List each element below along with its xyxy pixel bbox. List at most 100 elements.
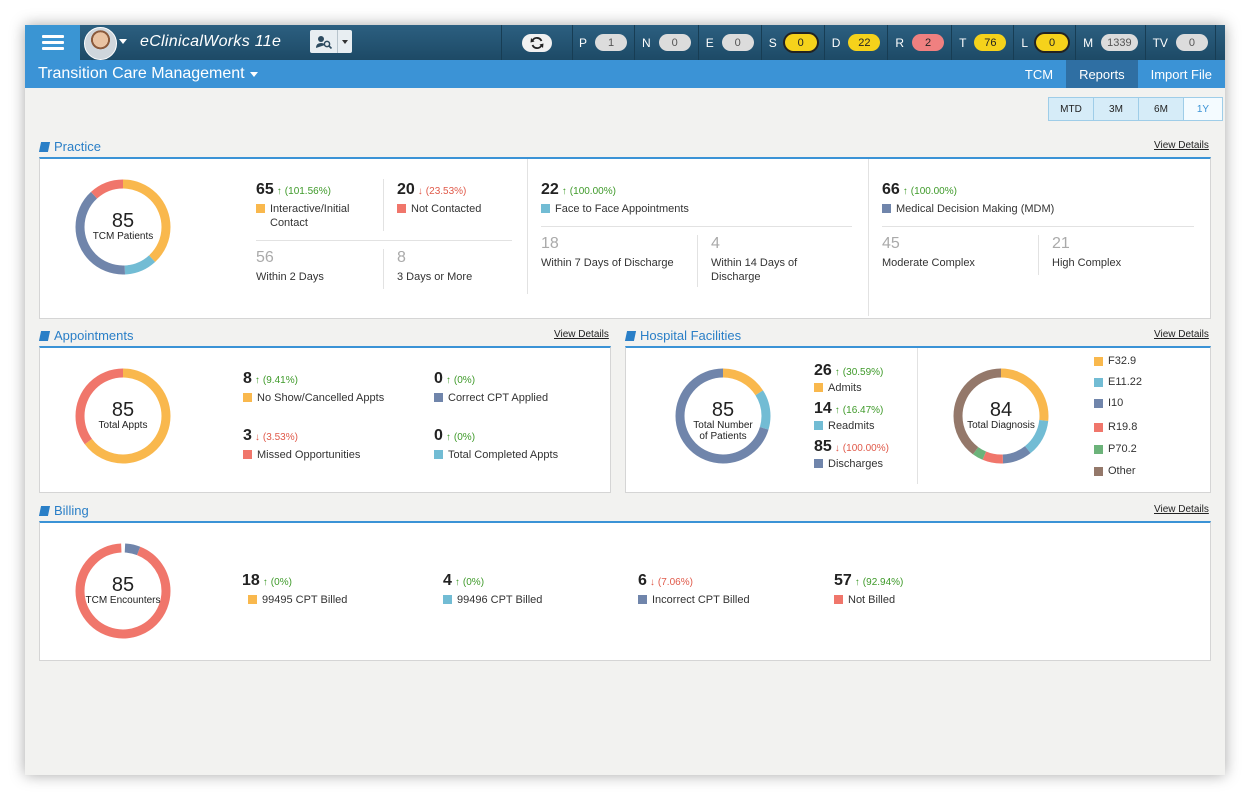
module-selector[interactable]: Transition Care Management <box>38 65 258 83</box>
up-arrow-icon: ↑ <box>454 577 460 588</box>
hamburger-icon <box>41 35 64 50</box>
counter-t[interactable]: T 76 <box>952 25 1015 60</box>
billed-99496-stat: 4 ↑ (0%) 99496 CPT Billed <box>443 572 543 606</box>
counter-badge[interactable]: 0 <box>784 34 817 51</box>
patient-lookup-button[interactable] <box>310 30 352 53</box>
range-3m-button[interactable]: 3M <box>1094 98 1139 120</box>
appointments-view-details-link[interactable]: View Details <box>554 329 609 340</box>
counter-badge[interactable]: 0 <box>658 34 691 51</box>
counter-badge[interactable]: 22 <box>848 34 881 51</box>
up-arrow-icon: ↑ <box>445 375 451 386</box>
user-avatar[interactable] <box>84 27 117 60</box>
tcm-encounters-label: TCM Encounters <box>85 595 161 606</box>
counter-badge[interactable]: 0 <box>1036 34 1069 51</box>
not-contacted-stat: 20 ↓ (23.53%) Not Contacted <box>397 181 482 215</box>
billing-view-details-link[interactable]: View Details <box>1154 504 1209 515</box>
tab-reports[interactable]: Reports <box>1066 60 1138 88</box>
counter-badge[interactable]: 0 <box>1175 34 1208 51</box>
main-menu-button[interactable] <box>25 25 80 60</box>
down-arrow-icon: ↓ <box>417 186 423 197</box>
not-billed-stat: 57 ↑ (92.94%) Not Billed <box>834 572 904 606</box>
tab-tcm[interactable]: TCM <box>1024 66 1054 82</box>
legend-other: Other <box>1094 465 1136 477</box>
face-to-face-stat: 22 ↑ (100.00%) Face to Face Appointments <box>541 181 689 215</box>
total-patients-value: 85 <box>711 399 735 421</box>
appointments-panel: 85 Total Appts 8 ↑ (9.41%) No Show/Cancell… <box>39 346 611 493</box>
incorrect-cpt-stat: 6 ↓ (7.06%) Incorrect CPT Billed <box>638 572 750 606</box>
counter-m[interactable]: M 1339 <box>1076 25 1146 60</box>
total-diagnosis-donut <box>953 368 1049 464</box>
practice-section-title: Practice <box>38 139 101 154</box>
total-patients-donut <box>675 368 771 464</box>
within-7-days-stat: 18 Within 7 Days of Discharge <box>541 235 674 269</box>
counter-label: L <box>1021 35 1029 50</box>
up-arrow-icon: ↑ <box>276 186 282 197</box>
counter-badge[interactable]: 76 <box>974 34 1007 51</box>
up-arrow-icon: ↑ <box>561 186 567 197</box>
counter-label: M <box>1083 35 1094 50</box>
billing-panel: 85 TCM Encounters 18 ↑ (0%) 99495 CPT Bill… <box>39 521 1211 661</box>
counter-label: E <box>705 35 714 50</box>
counter-badge[interactable]: 0 <box>721 34 754 51</box>
donut-segment-r19-8 <box>953 368 1049 464</box>
up-arrow-icon: ↑ <box>834 405 840 416</box>
refresh-button[interactable] <box>522 33 552 52</box>
practice-title: Practice <box>54 139 101 154</box>
patient-search-icon[interactable] <box>310 30 337 53</box>
tab-import-file[interactable]: Import File <box>1150 66 1212 82</box>
module-title: Transition Care Management <box>38 65 245 82</box>
hospital-title: Hospital Facilities <box>640 328 742 343</box>
no-show-stat: 8 ↑ (9.41%) No Show/Cancelled Appts <box>243 370 385 404</box>
range-mtd-button[interactable]: MTD <box>1049 98 1094 120</box>
section-icon <box>38 141 51 152</box>
up-arrow-icon: ↑ <box>902 186 908 197</box>
up-arrow-icon: ↑ <box>262 577 268 588</box>
readmits-stat: 14 ↑ (16.47%) Readmits <box>814 400 884 432</box>
legend-r19-8: R19.8 <box>1094 421 1137 433</box>
total-appts-label: Total Appts <box>98 420 148 431</box>
chevron-down-icon[interactable] <box>337 30 352 53</box>
up-arrow-icon: ↑ <box>834 367 840 378</box>
app-window: eClinicalWorks 11e P 1 N 0 E 0 S 0 D 22 R 2 T 76 L 0 M 13… <box>25 25 1225 775</box>
range-1y-button[interactable]: 1Y <box>1184 98 1222 120</box>
donut-segment-readmits <box>675 368 771 464</box>
donut-segment-not-contacted <box>75 179 171 275</box>
within-2-days-stat: 56 Within 2 Days <box>256 249 324 283</box>
counter-label: N <box>642 35 651 50</box>
appointments-section-title: Appointments <box>38 328 134 343</box>
practice-view-details-link[interactable]: View Details <box>1154 140 1209 151</box>
tcm-patients-value: 85 <box>111 210 135 232</box>
counter-badge[interactable]: 2 <box>912 34 945 51</box>
counter-tv[interactable]: TV 0 <box>1146 25 1216 60</box>
counter-badge[interactable]: 1339 <box>1101 34 1138 51</box>
chevron-down-icon <box>249 71 258 77</box>
donut-segment-missed <box>75 368 171 464</box>
high-complex-stat: 21 High Complex <box>1052 235 1122 269</box>
appointments-title: Appointments <box>54 328 134 343</box>
counter-badge[interactable]: 1 <box>595 34 628 51</box>
down-arrow-icon: ↓ <box>834 443 840 454</box>
chevron-down-icon[interactable] <box>119 39 127 44</box>
interactive-contact-stat: 65 ↑ (101.56%) Interactive/Initial Contact <box>256 181 350 229</box>
donut-segment-not-billed <box>75 543 171 639</box>
admits-stat: 26 ↑ (30.59%) Admits <box>814 362 884 394</box>
section-icon <box>38 330 51 341</box>
counter-label: T <box>959 35 967 50</box>
counter-d[interactable]: D 22 <box>825 25 889 60</box>
tcm-encounters-donut <box>75 543 171 639</box>
counter-label: R <box>895 35 905 50</box>
completed-appts-stat: 0 ↑ (0%) Total Completed Appts <box>434 427 559 461</box>
counter-label: D <box>831 35 841 50</box>
up-arrow-icon: ↑ <box>445 432 451 443</box>
hospital-view-details-link[interactable]: View Details <box>1154 329 1209 340</box>
range-6m-button[interactable]: 6M <box>1139 98 1184 120</box>
missed-opportunities-stat: 3 ↓ (3.53%) Missed Opportunities <box>243 427 361 461</box>
mdm-stat: 66 ↑ (100.00%) Medical Decision Making (MD… <box>882 181 1055 215</box>
billed-99495-stat: 18 ↑ (0%) 99495 CPT Billed <box>242 572 348 606</box>
